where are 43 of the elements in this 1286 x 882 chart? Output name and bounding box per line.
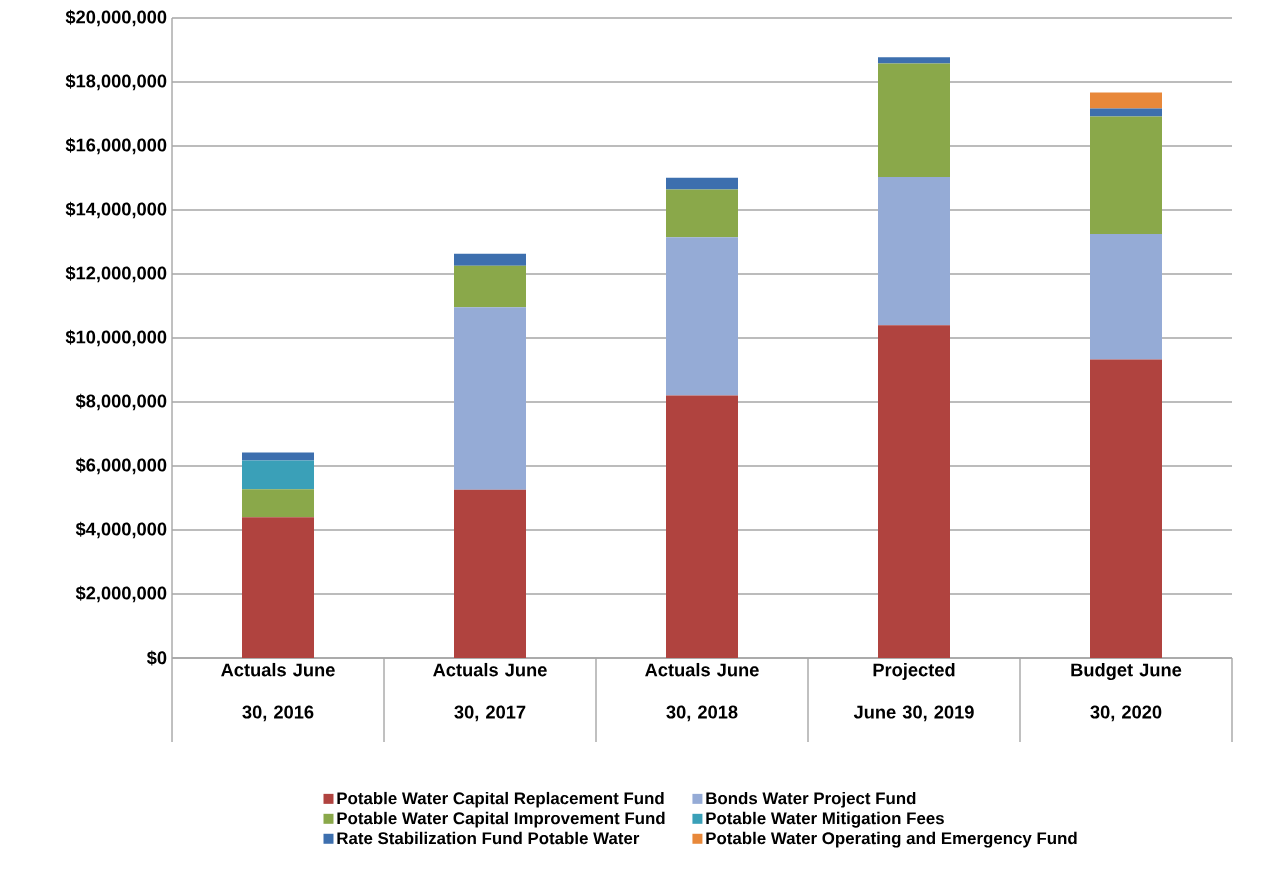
y-tick-label: $10,000,000: [65, 329, 167, 347]
legend-label: Potable Water Capital Replacement Fund: [337, 791, 664, 808]
legend-label: Potable Water Capital Improvement Fund: [337, 811, 665, 828]
y-tick-label: $20,000,000: [65, 9, 167, 27]
y-tick-label: $2,000,000: [75, 585, 167, 603]
category-label: Actuals June 30, 2016: [221, 662, 335, 722]
legend-label: Bonds Water Project Fund: [706, 791, 916, 808]
bar: [454, 253, 526, 266]
bar: [666, 237, 738, 396]
bar: [1090, 359, 1162, 658]
bar: [1090, 108, 1162, 117]
legend-label: Rate Stabilization Fund Potable Water: [337, 831, 640, 845]
bar: [454, 265, 526, 308]
bar: [242, 517, 314, 658]
y-tick-label: $0: [146, 650, 167, 666]
bar: [1090, 234, 1162, 360]
bar: [242, 452, 314, 461]
bar: [666, 177, 738, 190]
bar: [454, 489, 526, 658]
bar: [242, 460, 314, 490]
bar: [878, 57, 950, 64]
category-label: Budget June 30, 2020: [1071, 662, 1182, 722]
category-label: Actuals June 30, 2018: [645, 662, 759, 722]
legend-label: Potable Water Mitigation Fees: [706, 811, 944, 828]
category-label: Actuals June 30, 2017: [433, 662, 547, 722]
category-label: Projected June 30, 2019: [853, 662, 974, 722]
bar: [454, 307, 526, 490]
bar: [1090, 92, 1162, 109]
y-tick-label: $16,000,000: [65, 137, 167, 155]
y-tick-label: $6,000,000: [75, 457, 167, 475]
legend-label: Potable Water Operating and Emergency Fund: [706, 831, 1077, 848]
bar: [878, 63, 950, 178]
y-tick-label: $12,000,000: [65, 265, 167, 283]
y-tick-label: $18,000,000: [65, 73, 167, 91]
bar: [666, 189, 738, 238]
y-tick-label: $8,000,000: [75, 393, 167, 411]
bar: [242, 489, 314, 518]
y-tick-label: $14,000,000: [65, 201, 167, 219]
bar: [878, 177, 950, 326]
bar: [1090, 116, 1162, 234]
bar: [666, 395, 738, 658]
y-tick-label: $4,000,000: [75, 521, 167, 539]
bar: [878, 325, 950, 658]
